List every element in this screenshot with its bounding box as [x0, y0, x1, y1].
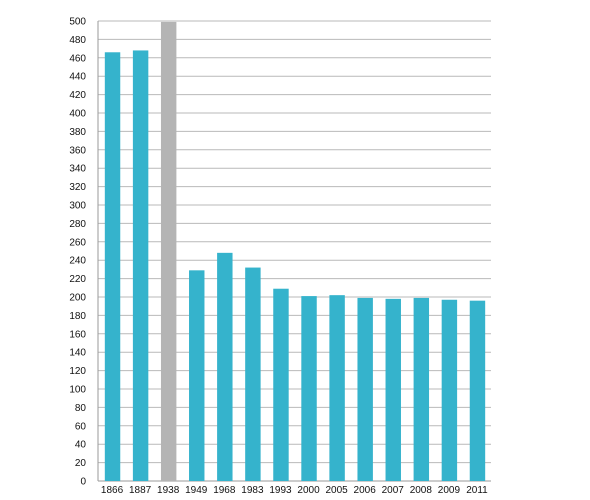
x-axis-tick-labels: 1866 1887 1938 1949 1968 1983 1993 2000 2005 2006… — [101, 485, 488, 496]
bar-2011 — [469, 300, 486, 481]
x-tick-label: 2005 — [325, 485, 348, 496]
y-tick-label: 360 — [69, 145, 86, 156]
y-tick-label: 200 — [69, 293, 86, 304]
y-tick-label: 420 — [69, 90, 86, 101]
y-tick-label: 220 — [69, 274, 86, 285]
y-tick-label: 180 — [69, 311, 86, 322]
y-tick-label: 280 — [69, 219, 86, 230]
bar-1993 — [273, 288, 289, 481]
y-tick-label: 80 — [75, 403, 87, 414]
bar-2007 — [385, 298, 401, 481]
x-tick-label: 2011 — [466, 485, 488, 496]
x-tick-label: 1938 — [157, 485, 180, 496]
y-tick-label: 480 — [69, 35, 86, 46]
bar-1983 — [245, 267, 261, 481]
y-tick-label: 340 — [69, 164, 86, 175]
x-tick-label: 1949 — [185, 485, 208, 496]
y-tick-label: 440 — [69, 72, 86, 83]
y-tick-label: 300 — [69, 201, 86, 212]
y-tick-label: 380 — [69, 127, 86, 138]
x-tick-label: 2009 — [438, 485, 461, 496]
bar-2005 — [329, 295, 345, 481]
gridlines — [97, 20, 491, 482]
bar-1949 — [189, 270, 205, 481]
x-tick-label: 1866 — [101, 485, 124, 496]
bar-2006 — [357, 297, 373, 481]
bars — [104, 21, 486, 481]
y-tick-label: 400 — [69, 109, 86, 120]
bar-2008 — [413, 297, 430, 481]
y-axis-tick-labels: 0 20 40 60 80 100 120 140 160 180 200 220 240 260 280 3… — [69, 17, 86, 488]
bar-1938 — [160, 21, 177, 481]
bar-1968 — [217, 252, 233, 481]
y-tick-label: 240 — [69, 256, 86, 267]
y-tick-label: 500 — [69, 17, 86, 28]
x-tick-label: 2008 — [410, 485, 433, 496]
x-tick-label: 2006 — [354, 485, 377, 496]
y-tick-label: 20 — [75, 458, 87, 469]
y-tick-label: 60 — [75, 421, 87, 432]
bar-1887 — [132, 50, 149, 481]
x-tick-label: 1993 — [269, 485, 292, 496]
x-tick-label: 2007 — [382, 485, 405, 496]
y-tick-label: 100 — [69, 385, 86, 396]
bar-1866 — [104, 52, 121, 481]
y-tick-label: 120 — [69, 366, 86, 377]
bar-2009 — [441, 299, 458, 481]
y-tick-label: 160 — [69, 329, 86, 340]
y-tick-label: 320 — [69, 182, 86, 193]
y-tick-label: 0 — [80, 477, 86, 488]
x-tick-label: 1983 — [241, 485, 264, 496]
y-tick-label: 260 — [69, 237, 86, 248]
x-tick-label: 1968 — [213, 485, 236, 496]
x-tick-label: 2000 — [297, 485, 320, 496]
y-tick-label: 460 — [69, 53, 86, 64]
y-tick-label: 140 — [69, 348, 86, 359]
y-tick-label: 40 — [75, 440, 87, 451]
x-tick-label: 1887 — [129, 485, 152, 496]
bar-2000 — [301, 296, 317, 481]
